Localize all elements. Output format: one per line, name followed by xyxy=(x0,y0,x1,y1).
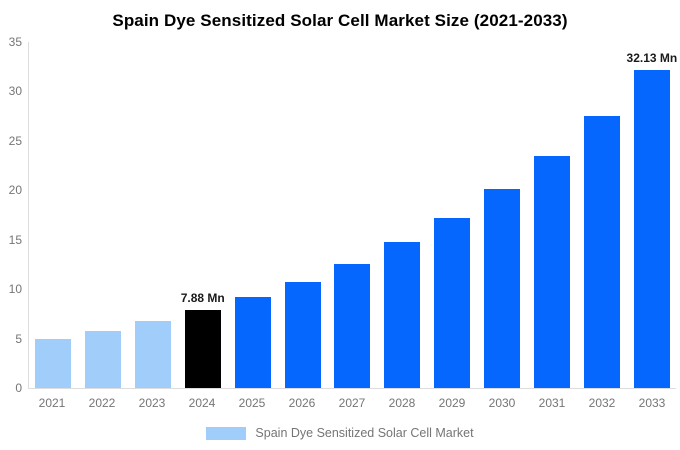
bar-2022 xyxy=(84,330,121,388)
bar-2033: 32.13 Mn xyxy=(627,51,677,388)
bar-2024: 7.88 Mn xyxy=(181,291,225,388)
x-tick-label-2030: 2030 xyxy=(488,396,516,410)
bar-slot-2023 xyxy=(134,42,171,388)
bar-slot-2028 xyxy=(384,42,421,388)
bar-2028 xyxy=(384,242,421,388)
bar-2023 xyxy=(134,321,171,388)
bar-slot-2025 xyxy=(234,42,271,388)
x-tick-label-2033: 2033 xyxy=(638,396,666,410)
bar-2021 xyxy=(35,339,71,388)
bar-slot-2022 xyxy=(84,42,121,388)
bar-2031 xyxy=(534,155,571,388)
bar-slot-2031 xyxy=(534,42,571,388)
y-tick-label: 10 xyxy=(8,282,22,297)
bar-slot-2021 xyxy=(35,42,71,388)
bar-value-label-2033: 32.13 Mn xyxy=(626,51,678,66)
plot-wrap: 7.88 Mn 32.13 Mn 0 5 10 15 20 25 30 35 2021 2022 2… xyxy=(9,36,678,410)
y-tick-label: 0 xyxy=(15,381,22,395)
bar-2025 xyxy=(234,296,271,388)
x-tick-label-2026: 2026 xyxy=(288,396,316,410)
bar-2026 xyxy=(284,281,321,388)
y-tick-label: 25 xyxy=(8,133,22,148)
bar-slot-2024: 7.88 Mn xyxy=(181,42,225,388)
bars-row: 7.88 Mn 32.13 Mn xyxy=(29,42,677,388)
x-tick-label-2028: 2028 xyxy=(388,396,416,410)
x-tick-label-2029: 2029 xyxy=(438,396,466,410)
x-axis-labels: 2021 2022 2023 2024 2025 2026 2027 2028 2029 2030… xyxy=(28,396,676,410)
bar-slot-2033: 32.13 Mn xyxy=(627,42,677,388)
bar-2032 xyxy=(583,116,620,388)
y-tick-label: 15 xyxy=(8,232,22,247)
x-tick-label-2022: 2022 xyxy=(88,396,116,410)
y-tick-label: 20 xyxy=(8,183,22,198)
x-tick-label-2024: 2024 xyxy=(188,396,216,410)
bar-2029 xyxy=(434,217,471,388)
bar-value-label-2024: 7.88 Mn xyxy=(180,291,225,306)
bar-slot-2026 xyxy=(284,42,321,388)
x-tick-label-2021: 2021 xyxy=(38,396,66,410)
x-tick-label-2032: 2032 xyxy=(588,396,616,410)
x-tick-label-2027: 2027 xyxy=(338,396,366,410)
y-tick-label: 35 xyxy=(8,35,22,49)
x-tick-label-2031: 2031 xyxy=(538,396,566,410)
bar-slot-2027 xyxy=(334,42,371,388)
bar-2030 xyxy=(484,189,521,388)
plot-area: 7.88 Mn 32.13 Mn 0 5 10 15 20 25 30 35 xyxy=(9,36,678,394)
legend: Spain Dye Sensitized Solar Cell Market xyxy=(0,426,680,440)
legend-swatch xyxy=(206,426,247,440)
bar-slot-2032 xyxy=(583,42,620,388)
bar-slot-2029 xyxy=(434,42,471,388)
x-tick-label-2025: 2025 xyxy=(238,396,266,410)
legend-label: Spain Dye Sensitized Solar Cell Market xyxy=(255,426,474,440)
x-tick-label-2023: 2023 xyxy=(138,396,166,410)
bar-2027 xyxy=(334,263,371,388)
bar-slot-2030 xyxy=(484,42,521,388)
y-tick-label: 30 xyxy=(8,84,22,99)
y-tick-label: 5 xyxy=(15,331,22,346)
chart-title: Spain Dye Sensitized Solar Cell Market S… xyxy=(112,11,568,30)
